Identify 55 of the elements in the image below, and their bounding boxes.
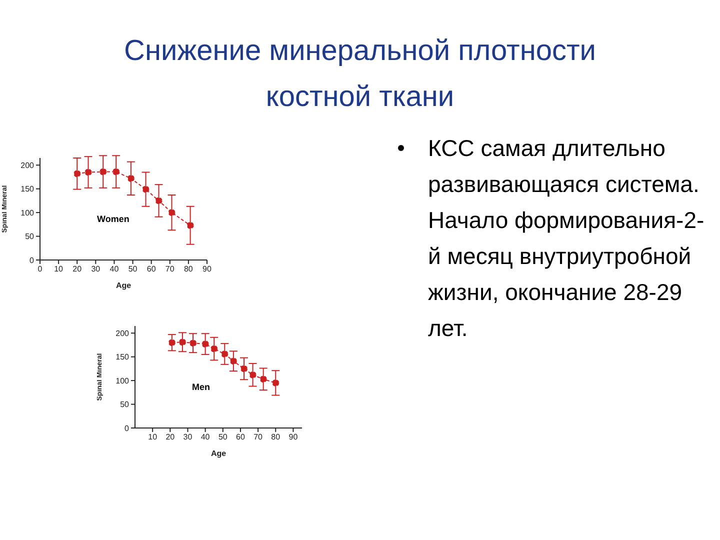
point (142, 186, 150, 193)
y-tick-label: 0 (124, 424, 130, 433)
point (168, 339, 176, 346)
x-tick-label: 50 (128, 264, 138, 274)
x-tick-label: 60 (236, 432, 246, 442)
x-tick-label: 70 (254, 432, 264, 442)
point (74, 170, 81, 178)
point (260, 376, 267, 383)
y-tick-label: 0 (30, 256, 35, 265)
point (210, 345, 218, 352)
annotation: Men (192, 382, 210, 392)
x-tick-label: 80 (184, 264, 194, 274)
point (127, 174, 134, 182)
point (100, 168, 107, 176)
y-tick-label: 50 (120, 400, 130, 410)
text: Снижение минеральной плотности костной ткани (123, 34, 597, 115)
x-tick-label: 80 (271, 432, 281, 442)
x-axis-title: Age (210, 449, 227, 458)
x-tick-label: 40 (110, 264, 120, 274)
point (240, 365, 248, 372)
y-tick-label: 200 (116, 328, 130, 338)
x-axis-title: Age (116, 281, 132, 290)
x-tick-label: 70 (165, 264, 175, 274)
point (84, 168, 92, 176)
x-tick-label: 30 (183, 432, 193, 442)
point (178, 338, 186, 346)
y-tick-label: 100 (20, 208, 35, 218)
x-tick-label: 20 (72, 264, 82, 274)
x-tick-label: 90 (202, 264, 212, 274)
x-tick-label: 10 (148, 432, 158, 442)
x-tick-label: 50 (218, 432, 228, 442)
point (249, 371, 256, 378)
text: КСС самая длительно развивающаяся система. Начало формирования-2-й месяц внутриутробной жизни, окончание 28-29 лет. (428, 134, 706, 343)
x-tick-label: 40 (200, 432, 210, 442)
y-tick-label: 100 (116, 376, 130, 386)
point (230, 358, 237, 365)
annotation: Women (97, 214, 130, 224)
y-tick-label: 150 (20, 184, 35, 194)
x-tick-label: 60 (146, 264, 156, 274)
y-tick-label: 200 (20, 160, 35, 170)
x-tick-label: 90 (288, 432, 298, 442)
x-tick-label: 10 (54, 264, 64, 274)
point (186, 222, 194, 229)
x-tick-label: 30 (91, 264, 101, 274)
y-tick-label: 150 (116, 352, 130, 362)
point (202, 340, 209, 348)
point (168, 209, 176, 216)
point (112, 168, 120, 176)
y-tick-label: 50 (25, 232, 35, 242)
point (155, 197, 162, 204)
point (272, 379, 280, 386)
x-tick-label: 0 (38, 264, 43, 274)
x-tick-label: 20 (166, 432, 176, 442)
point (221, 350, 228, 358)
point (190, 340, 197, 347)
